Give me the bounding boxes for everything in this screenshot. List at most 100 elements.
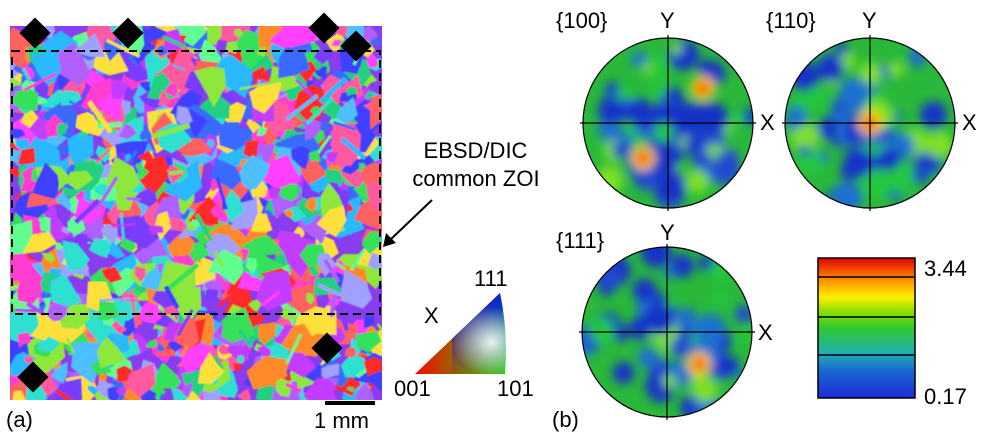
grain: [111, 320, 127, 334]
grain: [269, 26, 317, 49]
intensity-blob: [877, 147, 901, 170]
grain: [88, 238, 111, 259]
grain: [158, 89, 171, 106]
twin-band: [99, 296, 137, 302]
grain: [173, 26, 207, 47]
intensity-blob: [662, 374, 677, 389]
twin-band: [86, 100, 113, 134]
grain: [42, 101, 80, 139]
grain: [190, 219, 201, 228]
twin-band: [14, 308, 37, 313]
intensity-blob: [890, 171, 914, 194]
grain: [269, 186, 281, 199]
twin-band: [239, 80, 278, 91]
grain: [11, 88, 39, 111]
panel-a-label: (a): [6, 407, 33, 432]
grain: [56, 123, 68, 138]
intensity-blob: [789, 121, 820, 152]
twin-band: [159, 393, 164, 400]
grain: [308, 266, 319, 277]
grain: [340, 354, 369, 378]
grain: [306, 292, 315, 305]
twin-band: [97, 121, 122, 129]
grain: [140, 265, 164, 291]
intensity-blob: [712, 290, 728, 307]
grain: [155, 362, 182, 389]
grain: [335, 97, 358, 125]
ebsd-map: [10, 26, 382, 400]
grain: [31, 52, 61, 89]
grain: [286, 352, 317, 378]
grain: [134, 266, 146, 283]
intensity-blob: [738, 328, 752, 345]
intensity-blob: [695, 313, 727, 345]
grain: [279, 304, 299, 321]
intensity-blob: [663, 266, 676, 280]
grain: [169, 216, 188, 232]
zoi-annotation-line2: common ZOI: [412, 166, 540, 191]
grain: [182, 382, 193, 397]
intensity-blob: [862, 169, 893, 200]
intensity-blob: [711, 155, 741, 185]
grain: [366, 183, 382, 211]
grain: [10, 253, 44, 286]
colorbar-min-label: 0.17: [924, 384, 967, 409]
twin-band: [23, 46, 30, 63]
intensity-blob: [644, 303, 675, 335]
twin-band: [165, 262, 200, 292]
intensity-blob: [799, 145, 811, 157]
grain: [50, 273, 82, 307]
intensity-blob: [732, 113, 746, 127]
grain: [188, 196, 219, 226]
grain: [221, 307, 256, 343]
intensity-blob: [670, 254, 694, 278]
grain: [218, 343, 231, 355]
intensity-blob: [834, 42, 849, 56]
grain: [263, 210, 273, 218]
grain: [243, 377, 254, 387]
grain: [118, 238, 137, 253]
intensity-blob: [653, 293, 667, 306]
twin-band: [54, 388, 74, 400]
pole-100-x-label: X: [760, 110, 775, 135]
grain: [340, 158, 360, 175]
twin-band: [194, 213, 214, 242]
intensity-blob: [612, 142, 628, 159]
intensity-blob: [643, 349, 658, 364]
grain: [218, 122, 246, 151]
grain: [93, 183, 108, 196]
grain: [137, 149, 153, 162]
twin-band: [172, 64, 186, 71]
grain: [61, 226, 74, 234]
twin-band: [161, 35, 186, 49]
pole-family-100-label: {100}: [556, 8, 608, 33]
intensity-blob: [926, 131, 953, 159]
intensity-blob: [667, 39, 699, 71]
intensity-blob: [719, 355, 739, 376]
pole-family-111-label: {111}: [556, 228, 605, 253]
grain: [187, 240, 210, 263]
twin-band: [163, 285, 180, 310]
intensity-blob: [669, 103, 702, 136]
twin-band: [68, 100, 102, 119]
grain: [116, 386, 126, 396]
intensity-blob: [651, 80, 668, 97]
grain: [236, 388, 251, 400]
intensity-blob: [643, 54, 670, 81]
panel-b-label: (b): [552, 407, 579, 432]
twin-band: [129, 289, 139, 329]
grain: [234, 28, 244, 39]
twin-band: [295, 78, 316, 100]
grain: [245, 257, 258, 275]
grain: [355, 330, 382, 353]
grain: [206, 139, 215, 149]
pole-110-y-label: Y: [862, 8, 877, 33]
grain: [62, 240, 91, 272]
grain: [17, 332, 32, 348]
grain: [250, 213, 273, 233]
pole-family-110-label: {110}: [766, 8, 816, 33]
grain: [22, 231, 58, 254]
intensity-blob: [908, 44, 929, 65]
grain: [248, 82, 282, 114]
